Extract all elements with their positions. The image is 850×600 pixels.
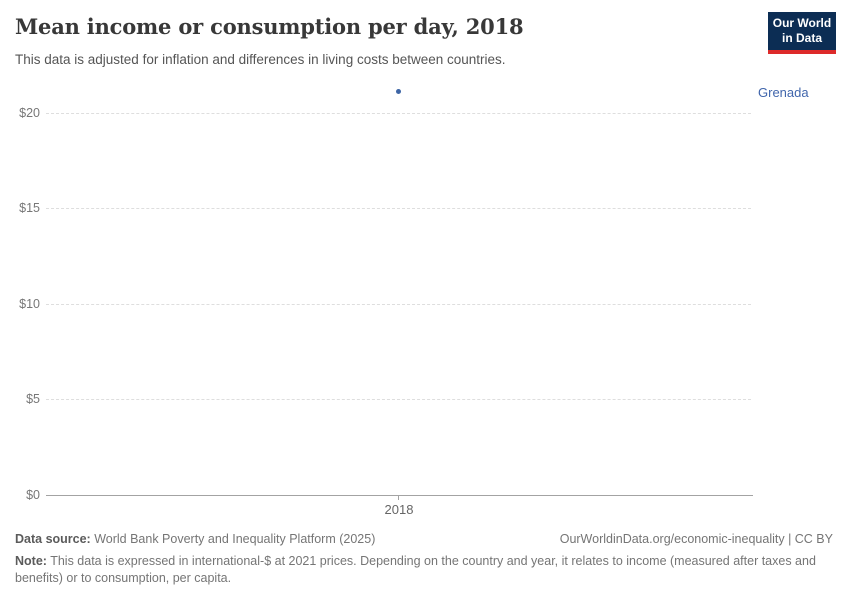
y-tick-label-0: $0 <box>26 488 40 502</box>
owid-citation-link[interactable]: OurWorldinData.org/economic-inequality |… <box>559 532 833 546</box>
y-tick-label-20: $20 <box>19 106 40 120</box>
gridline-5: $5 <box>26 392 751 406</box>
data-point[interactable] <box>396 89 401 95</box>
x-axis-line: $0 <box>26 488 753 502</box>
note-label: Note: <box>15 554 47 568</box>
data-source-text: Data source: World Bank Poverty and Ineq… <box>15 532 375 546</box>
y-tick-label-5: $5 <box>26 392 40 406</box>
owid-logo-line1: Our World <box>772 16 832 30</box>
x-tick-mark-2018 <box>398 496 399 500</box>
gridline-20: $20 <box>19 106 751 120</box>
footer-note: Note: This data is expressed in internat… <box>15 553 821 586</box>
note-text: This data is expressed in international-… <box>15 554 816 585</box>
owid-logo[interactable]: Our World in Data <box>768 12 836 54</box>
x-tick-label-2018: 2018 <box>384 502 414 517</box>
footer-sources-row: Data source: World Bank Poverty and Ineq… <box>15 532 833 546</box>
gridline-10: $10 <box>19 297 751 311</box>
gridline-15: $15 <box>19 201 751 215</box>
chart-subtitle: This data is adjusted for inflation and … <box>15 52 506 67</box>
data-source-value: World Bank Poverty and Inequality Platfo… <box>90 532 376 546</box>
entity-label[interactable]: Grenada <box>758 84 809 100</box>
owid-logo-line2: in Data <box>781 31 822 45</box>
data-source-label: Data source: <box>15 532 91 546</box>
page-title: Mean income or consumption per day, 2018 <box>15 14 524 39</box>
y-tick-label-15: $15 <box>19 201 40 215</box>
y-tick-label-10: $10 <box>19 297 40 311</box>
